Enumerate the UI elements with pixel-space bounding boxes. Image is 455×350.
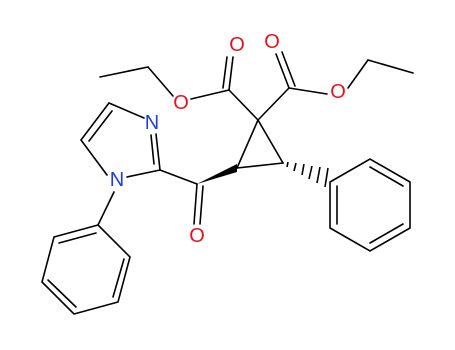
atom-label: O bbox=[173, 92, 189, 114]
atom-label: O bbox=[229, 34, 245, 56]
atom-label: O bbox=[264, 31, 280, 53]
bonds bbox=[41, 51, 414, 315]
atom-labels: O O O O N N O bbox=[110, 31, 346, 247]
atom-label: O bbox=[330, 81, 346, 103]
atom-label: N bbox=[145, 112, 159, 134]
atom-label: O bbox=[189, 225, 205, 247]
hashed-bond bbox=[286, 161, 329, 188]
atom-label: N bbox=[110, 169, 124, 191]
